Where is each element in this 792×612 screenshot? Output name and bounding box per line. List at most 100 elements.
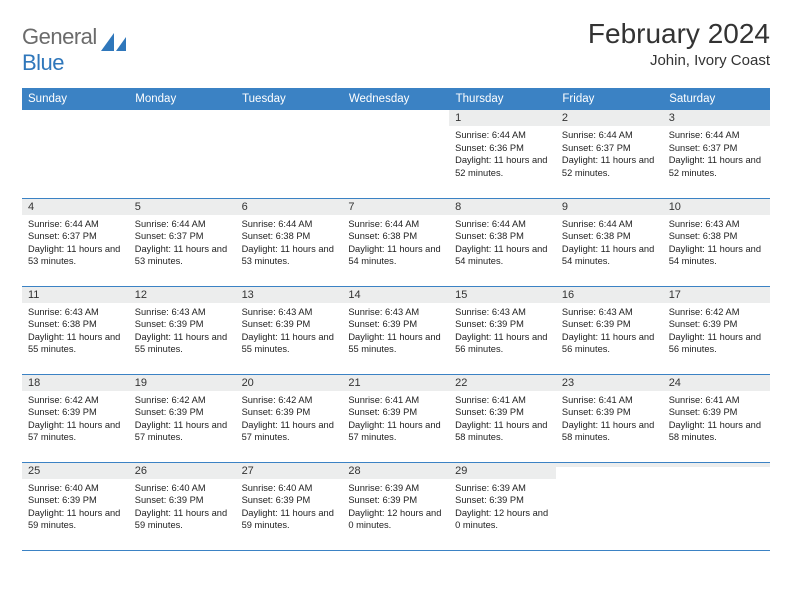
calendar-day-cell: 8Sunrise: 6:44 AMSunset: 6:38 PMDaylight…	[449, 198, 556, 286]
calendar-day-cell	[556, 462, 663, 550]
daylight-text: Daylight: 11 hours and 57 minutes.	[28, 419, 123, 444]
day-details: Sunrise: 6:40 AMSunset: 6:39 PMDaylight:…	[236, 479, 343, 536]
day-details: Sunrise: 6:43 AMSunset: 6:39 PMDaylight:…	[449, 303, 556, 360]
daylight-text: Daylight: 11 hours and 52 minutes.	[455, 154, 550, 179]
daylight-text: Daylight: 11 hours and 53 minutes.	[135, 243, 230, 268]
day-details: Sunrise: 6:43 AMSunset: 6:38 PMDaylight:…	[22, 303, 129, 360]
daylight-text: Daylight: 11 hours and 59 minutes.	[28, 507, 123, 532]
daylight-text: Daylight: 11 hours and 52 minutes.	[669, 154, 764, 179]
sunset-text: Sunset: 6:39 PM	[242, 318, 337, 331]
sunset-text: Sunset: 6:39 PM	[348, 318, 443, 331]
day-details: Sunrise: 6:41 AMSunset: 6:39 PMDaylight:…	[342, 391, 449, 448]
calendar-day-cell: 13Sunrise: 6:43 AMSunset: 6:39 PMDayligh…	[236, 286, 343, 374]
day-number	[22, 110, 129, 126]
sunset-text: Sunset: 6:39 PM	[135, 406, 230, 419]
sunrise-text: Sunrise: 6:41 AM	[562, 394, 657, 407]
calendar-week-row: 25Sunrise: 6:40 AMSunset: 6:39 PMDayligh…	[22, 462, 770, 550]
sunset-text: Sunset: 6:39 PM	[669, 318, 764, 331]
day-details: Sunrise: 6:40 AMSunset: 6:39 PMDaylight:…	[129, 479, 236, 536]
daylight-text: Daylight: 11 hours and 57 minutes.	[242, 419, 337, 444]
sunrise-text: Sunrise: 6:44 AM	[242, 218, 337, 231]
day-details: Sunrise: 6:41 AMSunset: 6:39 PMDaylight:…	[663, 391, 770, 448]
sunrise-text: Sunrise: 6:41 AM	[455, 394, 550, 407]
calendar-day-cell: 19 Sunrise: 6:42 AMSunset: 6:39 PMDayligh…	[129, 374, 236, 462]
daylight-text: Daylight: 11 hours and 55 minutes.	[242, 331, 337, 356]
weekday-header: Tuesday	[236, 88, 343, 110]
day-number: 16	[556, 287, 663, 303]
calendar-day-cell: 7Sunrise: 6:44 AMSunset: 6:38 PMDaylight…	[342, 198, 449, 286]
daylight-text: Daylight: 11 hours and 56 minutes.	[669, 331, 764, 356]
calendar-day-cell: 28Sunrise: 6:39 AMSunset: 6:39 PMDayligh…	[342, 462, 449, 550]
calendar-table: Sunday Monday Tuesday Wednesday Thursday…	[22, 88, 770, 551]
sunrise-text: Sunrise: 6:43 AM	[348, 306, 443, 319]
day-number: 3	[663, 110, 770, 126]
calendar-day-cell: 2Sunrise: 6:44 AMSunset: 6:37 PMDaylight…	[556, 110, 663, 198]
day-details: Sunrise: 6:39 AMSunset: 6:39 PMDaylight:…	[449, 479, 556, 536]
sunset-text: Sunset: 6:39 PM	[669, 406, 764, 419]
day-number: 10	[663, 199, 770, 215]
calendar-day-cell: 4Sunrise: 6:44 AMSunset: 6:37 PMDaylight…	[22, 198, 129, 286]
day-details: Sunrise: 6:42 AMSunset: 6:39 PMDaylight:…	[663, 303, 770, 360]
sunrise-text: Sunrise: 6:40 AM	[242, 482, 337, 495]
day-details: Sunrise: 6:44 AMSunset: 6:38 PMDaylight:…	[449, 215, 556, 272]
calendar-day-cell: 11Sunrise: 6:43 AMSunset: 6:38 PMDayligh…	[22, 286, 129, 374]
day-details: Sunrise: 6:43 AMSunset: 6:39 PMDaylight:…	[236, 303, 343, 360]
day-number: 5	[129, 199, 236, 215]
day-number: 13	[236, 287, 343, 303]
calendar-day-cell: 1Sunrise: 6:44 AMSunset: 6:36 PMDaylight…	[449, 110, 556, 198]
calendar-day-cell: 6Sunrise: 6:44 AMSunset: 6:38 PMDaylight…	[236, 198, 343, 286]
calendar-week-row: 18Sunrise: 6:42 AMSunset: 6:39 PMDayligh…	[22, 374, 770, 462]
sunset-text: Sunset: 6:39 PM	[242, 406, 337, 419]
sunset-text: Sunset: 6:38 PM	[455, 230, 550, 243]
weekday-header: Sunday	[22, 88, 129, 110]
sunset-text: Sunset: 6:37 PM	[669, 142, 764, 155]
calendar-day-cell: 5Sunrise: 6:44 AMSunset: 6:37 PMDaylight…	[129, 198, 236, 286]
sunset-text: Sunset: 6:37 PM	[28, 230, 123, 243]
sunset-text: Sunset: 6:38 PM	[669, 230, 764, 243]
daylight-text: Daylight: 11 hours and 53 minutes.	[242, 243, 337, 268]
daylight-text: Daylight: 11 hours and 59 minutes.	[242, 507, 337, 532]
sunrise-text: Sunrise: 6:42 AM	[135, 394, 230, 407]
calendar-day-cell: 10Sunrise: 6:43 AMSunset: 6:38 PMDayligh…	[663, 198, 770, 286]
sunrise-text: Sunrise: 6:44 AM	[348, 218, 443, 231]
daylight-text: Daylight: 12 hours and 0 minutes.	[348, 507, 443, 532]
day-number: 22	[449, 375, 556, 391]
day-details: Sunrise: 6:42 AMSunset: 6:39 PMDaylight:…	[22, 391, 129, 448]
day-number: 19	[129, 375, 236, 391]
sunset-text: Sunset: 6:39 PM	[348, 406, 443, 419]
calendar-day-cell: 23Sunrise: 6:41 AMSunset: 6:39 PMDayligh…	[556, 374, 663, 462]
calendar-day-cell: 15Sunrise: 6:43 AMSunset: 6:39 PMDayligh…	[449, 286, 556, 374]
calendar-week-row: 11Sunrise: 6:43 AMSunset: 6:38 PMDayligh…	[22, 286, 770, 374]
sunrise-text: Sunrise: 6:43 AM	[28, 306, 123, 319]
sunset-text: Sunset: 6:37 PM	[135, 230, 230, 243]
sunset-text: Sunset: 6:38 PM	[242, 230, 337, 243]
logo-word1: General	[22, 24, 97, 49]
day-number: 25	[22, 463, 129, 479]
sunrise-text: Sunrise: 6:43 AM	[455, 306, 550, 319]
sunset-text: Sunset: 6:39 PM	[28, 494, 123, 507]
calendar-day-cell	[129, 110, 236, 198]
daylight-text: Daylight: 11 hours and 56 minutes.	[455, 331, 550, 356]
day-details: Sunrise: 6:43 AMSunset: 6:38 PMDaylight:…	[663, 215, 770, 272]
daylight-text: Daylight: 12 hours and 0 minutes.	[455, 507, 550, 532]
sunrise-text: Sunrise: 6:44 AM	[455, 129, 550, 142]
weekday-header: Thursday	[449, 88, 556, 110]
logo-word2: Blue	[22, 50, 64, 75]
weekday-header: Wednesday	[342, 88, 449, 110]
daylight-text: Daylight: 11 hours and 55 minutes.	[135, 331, 230, 356]
sunset-text: Sunset: 6:39 PM	[348, 494, 443, 507]
day-number: 14	[342, 287, 449, 303]
day-details: Sunrise: 6:43 AMSunset: 6:39 PMDaylight:…	[556, 303, 663, 360]
sunrise-text: Sunrise: 6:44 AM	[562, 129, 657, 142]
daylight-text: Daylight: 11 hours and 59 minutes.	[135, 507, 230, 532]
daylight-text: Daylight: 11 hours and 54 minutes.	[455, 243, 550, 268]
day-number: 1	[449, 110, 556, 126]
daylight-text: Daylight: 11 hours and 57 minutes.	[135, 419, 230, 444]
daylight-text: Daylight: 11 hours and 58 minutes.	[562, 419, 657, 444]
day-number: 21	[342, 375, 449, 391]
daylight-text: Daylight: 11 hours and 54 minutes.	[562, 243, 657, 268]
sunrise-text: Sunrise: 6:41 AM	[669, 394, 764, 407]
daylight-text: Daylight: 11 hours and 55 minutes.	[348, 331, 443, 356]
calendar-day-cell: 29Sunrise: 6:39 AMSunset: 6:39 PMDayligh…	[449, 462, 556, 550]
day-number: 8	[449, 199, 556, 215]
